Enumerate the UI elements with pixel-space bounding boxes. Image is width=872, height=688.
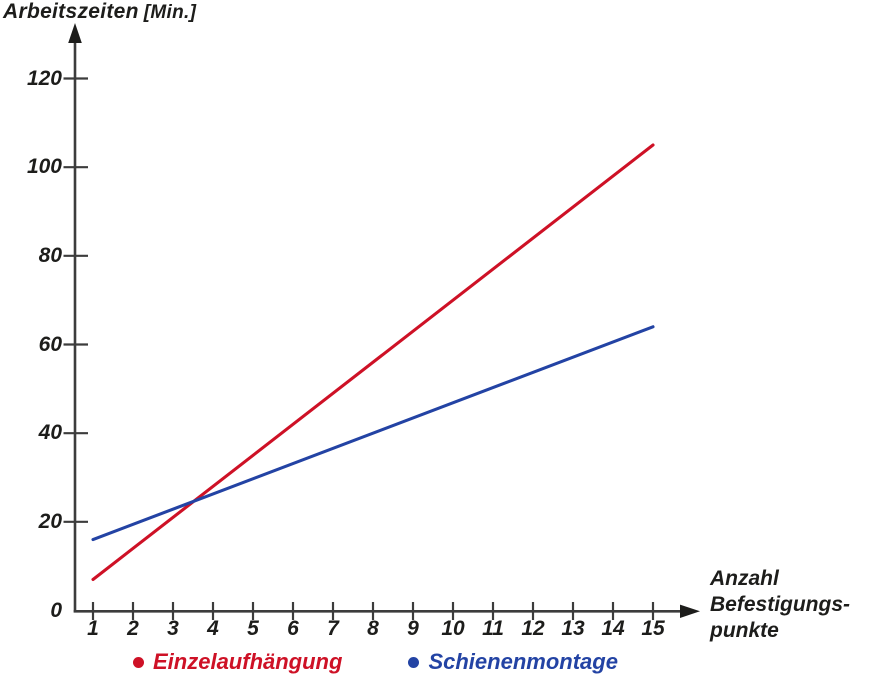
x-tick-label: 1 [87, 617, 99, 640]
x-tick-label: 12 [521, 617, 545, 640]
x-tick-label: 15 [641, 617, 665, 640]
x-axis-label-line2: Befestigungs- [710, 593, 851, 616]
x-tick-label: 8 [367, 617, 379, 640]
y-tick-label: 120 [26, 66, 62, 90]
series-line-0 [91, 143, 655, 582]
legend-label: Schienenmontage [428, 649, 618, 674]
legend-label: Einzelaufhängung [153, 649, 343, 674]
y-tick-label: 80 [38, 243, 62, 267]
plot-area [63, 77, 655, 620]
x-tick-label: 3 [167, 617, 179, 640]
y-axis-title-text: Arbeitszeiten [3, 0, 139, 23]
x-tick-label: 14 [601, 617, 625, 640]
x-tick-label: 11 [482, 617, 504, 640]
x-tick-label: 4 [207, 617, 219, 640]
legend-item-schienenmontage: Schienenmontage [408, 649, 618, 675]
x-tick-label: 13 [561, 617, 585, 640]
y-axis-title: Arbeitszeiten [Min.] [3, 0, 196, 24]
y-tick-label: 100 [26, 155, 62, 179]
y-tick-label: 60 [38, 332, 62, 356]
y-tick-label: 40 [38, 421, 62, 445]
x-tick-label: 10 [441, 617, 465, 640]
x-tick-label: 6 [287, 617, 299, 640]
x-tick-label: 5 [247, 617, 259, 640]
x-axis-label: Anzahl Befestigungs- punkte [710, 566, 850, 644]
x-axis-arrow-icon [680, 604, 700, 618]
legend: Einzelaufhängung Schienenmontage [133, 649, 618, 675]
y-axis-arrow-icon [68, 23, 82, 43]
x-axis-label-line1: Anzahl [710, 567, 779, 590]
series-line-1 [91, 325, 655, 542]
legend-item-einzelaufhaengung: Einzelaufhängung [133, 649, 342, 675]
x-tick-label: 7 [327, 617, 339, 640]
y-tick-label: 0 [50, 598, 62, 622]
x-axis-label-line3: punkte [710, 619, 779, 642]
legend-dot-icon [133, 656, 144, 668]
y-axis-title-unit: [Min.] [143, 2, 197, 23]
legend-dot-icon [408, 656, 420, 668]
x-tick-label: 9 [407, 617, 419, 640]
y-tick-label: 20 [38, 509, 62, 533]
x-tick-label: 2 [127, 617, 139, 640]
